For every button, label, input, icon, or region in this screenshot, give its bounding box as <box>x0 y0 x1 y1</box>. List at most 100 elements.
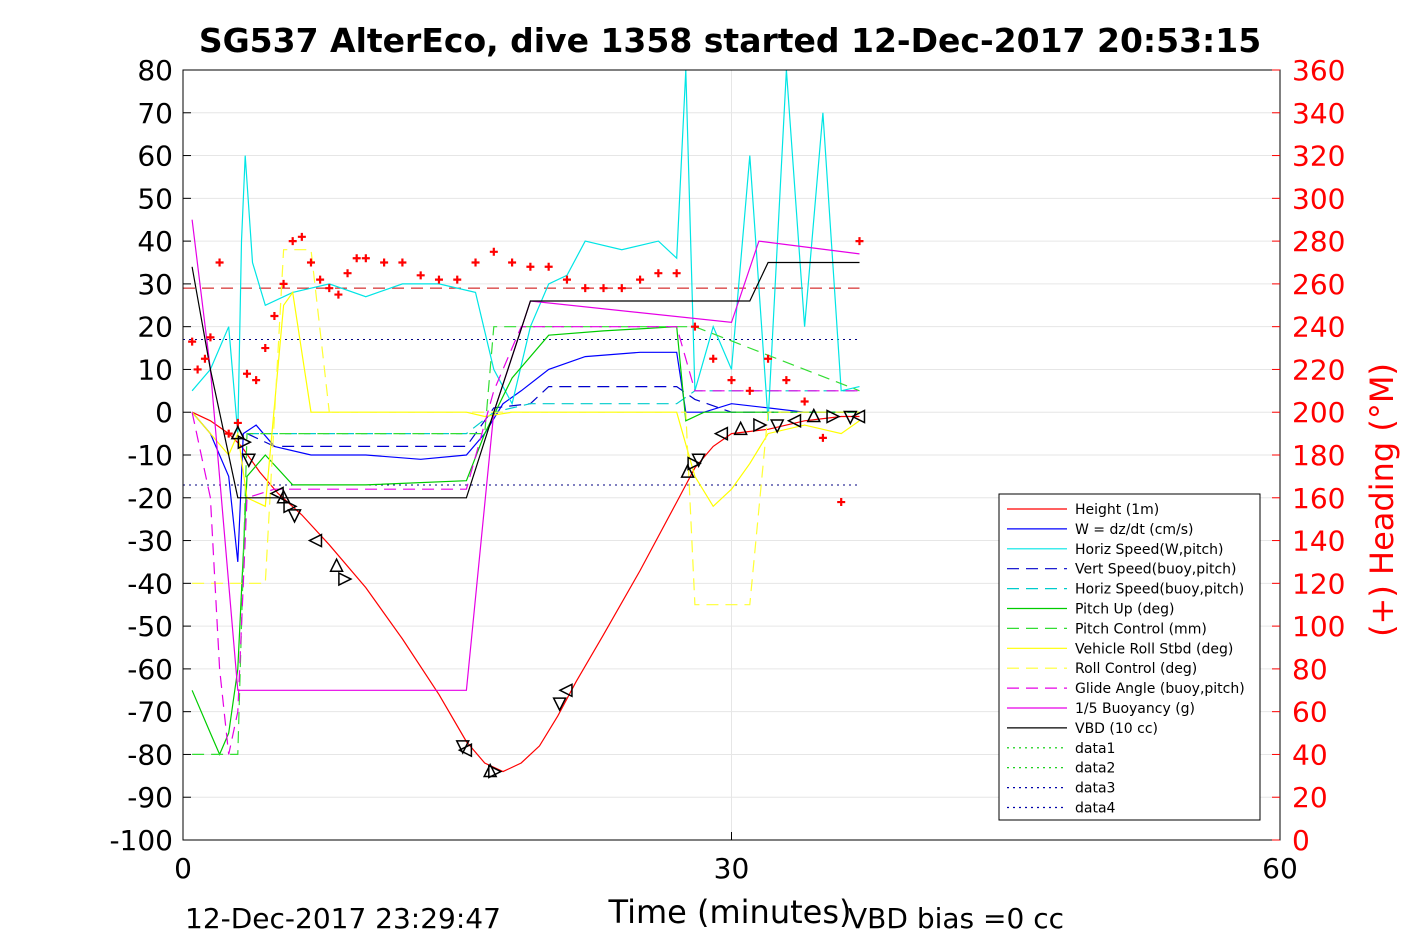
legend-label: 1/5 Buoyancy (g) <box>1075 701 1195 717</box>
series-line <box>191 69 860 434</box>
depth-marker <box>680 463 695 478</box>
heading-marker <box>489 247 498 256</box>
legend: Height (1m) W = dz/dt (cm/s) Horiz Speed(W… <box>998 493 1261 821</box>
legend-label: data4 <box>1075 801 1116 817</box>
heading-marker <box>416 271 425 280</box>
legend-label: VBD (10 cc) <box>1075 721 1158 737</box>
heading-marker <box>352 254 361 263</box>
heading-marker <box>453 275 462 284</box>
y-tick-label: 0 <box>155 396 173 429</box>
heading-marker <box>215 258 224 267</box>
legend-label: data1 <box>1075 741 1115 757</box>
heading-marker <box>297 232 306 241</box>
heading-marker <box>380 258 389 267</box>
right-tick-label: 120 <box>1292 567 1345 600</box>
right-tick-label: 160 <box>1292 482 1345 515</box>
footer-vbd-bias: VBD bias =0 cc <box>848 902 1064 935</box>
heading-marker <box>343 269 352 278</box>
legend-label: Horiz Speed(buoy,pitch) <box>1075 582 1244 598</box>
heading-marker <box>526 262 535 271</box>
heading-marker <box>279 279 288 288</box>
legend-label: data2 <box>1075 761 1115 777</box>
heading-marker <box>471 258 480 267</box>
y-tick-label: 50 <box>137 182 173 215</box>
right-tick-label: 200 <box>1292 396 1345 429</box>
depth-marker <box>237 434 253 450</box>
depth-marker <box>307 533 323 548</box>
right-tick-label: 360 <box>1292 54 1345 87</box>
heading-marker <box>690 322 699 331</box>
heading-marker <box>508 258 517 267</box>
series-line <box>191 326 860 756</box>
heading-marker <box>837 498 846 507</box>
right-tick-label: 240 <box>1292 311 1345 344</box>
depth-marker <box>558 683 573 698</box>
legend-label: data3 <box>1075 781 1115 797</box>
axis-ticks: -100-90-80-70-60-50-40-30-20-10010203040… <box>109 54 1345 885</box>
heading-marker <box>261 344 270 353</box>
x-tick-label: 30 <box>714 852 750 885</box>
depth-marker <box>338 571 353 587</box>
y-tick-label: 10 <box>137 353 173 386</box>
y-tick-label: 20 <box>137 311 173 344</box>
y-tick-label: 40 <box>137 225 173 258</box>
depth-marker <box>287 509 302 524</box>
right-tick-label: 60 <box>1292 696 1328 729</box>
depth-marker <box>769 419 785 434</box>
depth-marker <box>713 426 729 441</box>
legend-label: Roll Control (deg) <box>1075 661 1197 677</box>
y-tick-label: -40 <box>127 567 173 600</box>
legend-label: Pitch Up (deg) <box>1075 602 1174 618</box>
depth-marker <box>488 764 503 779</box>
heading-marker <box>800 397 809 406</box>
legend-label: Vert Speed(buoy,pitch) <box>1075 562 1237 578</box>
right-tick-label: 220 <box>1292 353 1345 386</box>
y-tick-label: 70 <box>137 97 173 130</box>
y-tick-label: 80 <box>137 54 173 87</box>
depth-marker <box>269 486 284 501</box>
chart-title: SG537 AlterEco, dive 1358 started 12-Dec… <box>199 21 1261 60</box>
y-tick-label: -30 <box>127 525 173 558</box>
y-tick-label: -10 <box>127 439 173 472</box>
y-tick-label: 60 <box>137 140 173 173</box>
depth-marker <box>329 557 344 572</box>
right-tick-label: 0 <box>1292 824 1310 857</box>
legend-label: Glide Angle (buoy,pitch) <box>1075 681 1245 697</box>
x-axis-label: Time (minutes) <box>608 893 852 931</box>
heading-marker <box>434 275 443 284</box>
heading-marker <box>764 354 773 363</box>
heading-marker <box>782 376 791 385</box>
heading-marker <box>200 354 209 363</box>
heading-marker <box>599 284 608 293</box>
heading-marker <box>745 386 754 395</box>
y-tick-label: -90 <box>127 781 173 814</box>
right-tick-label: 300 <box>1292 182 1345 215</box>
right-tick-label: 320 <box>1292 140 1345 173</box>
right-tick-label: 340 <box>1292 97 1345 130</box>
depth-marker <box>552 697 567 712</box>
right-tick-label: 180 <box>1292 439 1345 472</box>
legend-label: Vehicle Roll Stbd (deg) <box>1075 641 1233 657</box>
right-tick-label: 140 <box>1292 525 1345 558</box>
heading-marker <box>855 237 864 246</box>
heading-marker <box>188 337 197 346</box>
x-tick-label: 0 <box>174 852 192 885</box>
heading-marker <box>270 311 279 320</box>
heading-marker <box>562 275 571 284</box>
series-line <box>192 326 860 756</box>
depth-marker <box>733 420 748 436</box>
heading-marker <box>636 275 645 284</box>
heading-marker <box>334 290 343 299</box>
depth-marker <box>457 742 473 758</box>
heading-marker <box>818 433 827 442</box>
y-tick-label: -20 <box>127 482 173 515</box>
plot-area <box>183 69 866 779</box>
heading-marker <box>242 369 251 378</box>
heading-marker <box>581 284 590 293</box>
heading-marker <box>727 376 736 385</box>
series-line <box>191 411 860 773</box>
legend-label: Horiz Speed(W,pitch) <box>1075 542 1223 558</box>
x-tick-label: 60 <box>1262 852 1298 885</box>
series-line <box>192 249 860 606</box>
y-tick-label: -80 <box>127 738 173 771</box>
